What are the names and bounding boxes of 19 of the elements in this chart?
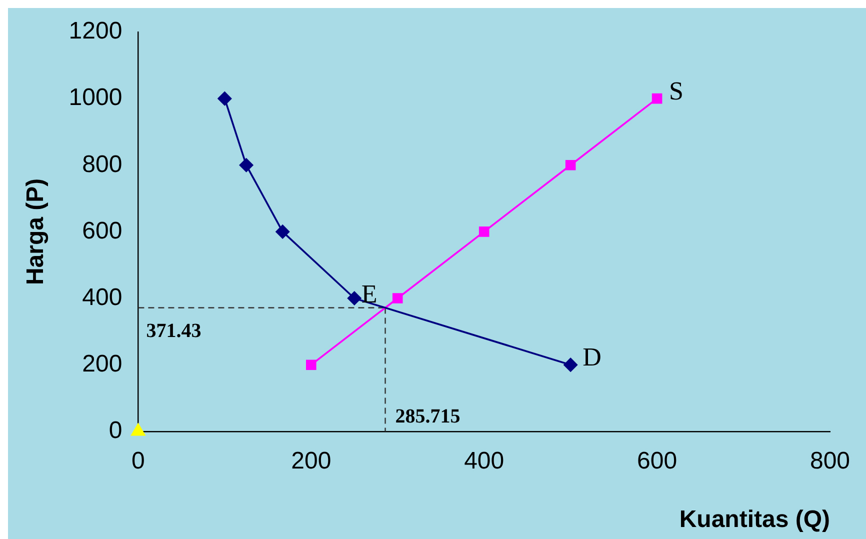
y-tick-label: 600: [82, 217, 122, 244]
y-tick-label: 400: [82, 284, 122, 311]
y-tick-label: 0: [108, 417, 122, 444]
x-tick-label: 600: [637, 447, 678, 474]
series-label: D: [582, 342, 602, 372]
series-label: S: [669, 76, 684, 106]
x-axis-title: Kuantitas (Q): [679, 506, 830, 534]
annotation: 285.715: [395, 406, 460, 428]
x-tick-label: 0: [132, 447, 145, 474]
y-axis-title: Harga (P): [22, 178, 50, 286]
x-tick-label: 800: [810, 447, 850, 474]
y-tick-label: 800: [82, 150, 122, 178]
x-tick-label: 200: [291, 447, 332, 474]
y-tick-label: 1000: [68, 84, 122, 112]
y-tick-label: 1200: [68, 18, 122, 45]
y-tick-label: 200: [82, 350, 122, 378]
x-tick-label: 400: [464, 447, 504, 474]
annotation: 371.43: [146, 320, 202, 342]
annotation: E: [361, 280, 378, 309]
